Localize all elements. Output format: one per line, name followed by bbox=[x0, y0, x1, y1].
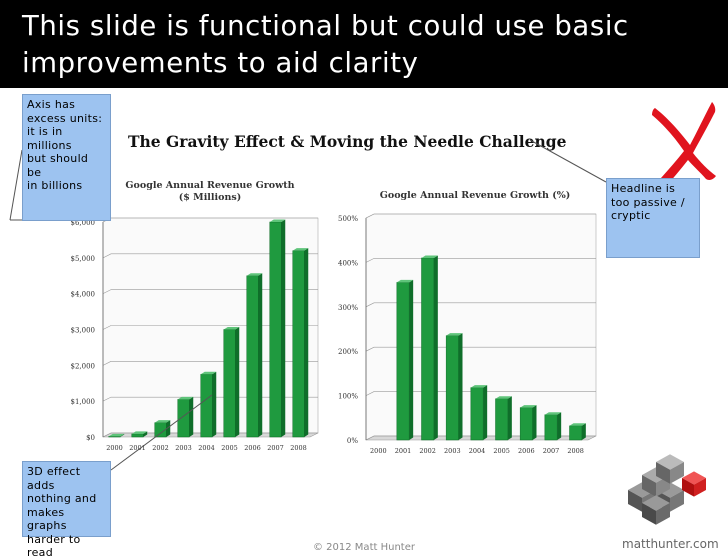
right-chart-xtick-label: 2001 bbox=[395, 447, 412, 455]
left-chart-bar-2004 bbox=[200, 371, 217, 438]
note-headline: Headline is too passive / cryptic bbox=[606, 178, 700, 258]
left-chart-ytick-label: $1,000 bbox=[71, 398, 96, 406]
footer-copyright: © 2012 Matt Hunter bbox=[313, 542, 415, 553]
left-chart-bar-2002 bbox=[154, 420, 171, 438]
right-chart: 0% 100% 200% 300% 400% 500% 2000 2001 2002 2003 20… bbox=[338, 213, 597, 455]
left-chart-ytick-label: $2,000 bbox=[71, 362, 96, 370]
left-chart-xtick-label: 2008 bbox=[290, 444, 307, 452]
right-chart-xtick-label: 2003 bbox=[444, 447, 461, 455]
left-chart-subtitle: ($ Millions) bbox=[178, 192, 242, 203]
slide-headline: The Gravity Effect & Moving the Needle C… bbox=[128, 132, 567, 151]
left-chart-xtick-label: 2006 bbox=[244, 444, 261, 452]
right-chart-gridline bbox=[365, 346, 596, 352]
note-axis-units: Axis has excess units: it is in millions… bbox=[22, 94, 111, 221]
left-chart-ytick-label: $0 bbox=[86, 434, 95, 442]
right-chart-title: Google Annual Revenue Growth (%) bbox=[379, 190, 571, 201]
right-chart-ytick-label: 400% bbox=[338, 259, 358, 267]
right-chart-bar-2002 bbox=[421, 255, 438, 441]
left-chart-title-line1: Google Annual Revenue Growth bbox=[125, 180, 295, 191]
left-chart-bar-2008 bbox=[292, 248, 309, 438]
right-chart-ytick-label: 300% bbox=[338, 304, 358, 312]
right-chart-xtick-label: 2006 bbox=[518, 447, 535, 455]
right-chart-xtick-label: 2004 bbox=[469, 447, 486, 455]
left-chart-ytick-label: $5,000 bbox=[71, 255, 96, 263]
left-chart-xtick-label: 2002 bbox=[152, 444, 169, 452]
left-chart-bar-2005 bbox=[223, 327, 240, 438]
left-chart-bar-2006 bbox=[246, 273, 263, 438]
left-chart-xtick-label: 2000 bbox=[106, 444, 123, 452]
right-chart-gridline bbox=[365, 302, 596, 308]
right-chart-bar-2003 bbox=[445, 333, 463, 441]
cube-logo-icon bbox=[628, 454, 706, 525]
three-d-callout-line bbox=[110, 394, 213, 471]
right-chart-bar-2004 bbox=[470, 385, 488, 441]
right-chart-xtick-label: 2005 bbox=[493, 447, 510, 455]
right-chart-gridline bbox=[365, 391, 596, 396]
right-chart-gridline bbox=[365, 258, 596, 263]
right-chart-bar-2005 bbox=[495, 396, 512, 441]
left-chart-bar-2001 bbox=[131, 431, 148, 438]
left-chart-xtick-label: 2005 bbox=[221, 444, 238, 452]
left-chart-xtick-label: 2007 bbox=[267, 444, 284, 452]
right-chart-xtick-label: 2007 bbox=[543, 447, 560, 455]
right-chart-bar-2007 bbox=[544, 412, 562, 441]
left-chart-ytick-label: $6,000 bbox=[71, 219, 96, 227]
right-chart-bar-2006 bbox=[519, 405, 537, 441]
slide-title: This slide is functional but could use b… bbox=[22, 10, 629, 79]
left-chart-ytick-label: $4,000 bbox=[71, 291, 96, 299]
note-3d-effect: 3D effect adds nothing and makes graphs … bbox=[22, 461, 111, 559]
right-chart-xtick-label: 2008 bbox=[567, 447, 584, 455]
left-chart-xtick-label: 2001 bbox=[129, 444, 146, 452]
right-chart-ytick-label: 100% bbox=[338, 393, 358, 401]
left-chart: $0 $1,000 $2,000 $3,000 $4,000 $5,000 $6,000 20… bbox=[71, 217, 319, 452]
right-chart-ytick-label: 200% bbox=[338, 348, 358, 356]
right-chart-ytick-label: 0% bbox=[347, 437, 358, 445]
left-chart-xtick-label: 2003 bbox=[175, 444, 192, 452]
right-chart-bar-2001 bbox=[396, 279, 414, 441]
right-chart-xtick-label: 2002 bbox=[419, 447, 436, 455]
red-x-mark-icon bbox=[652, 102, 716, 188]
axis-callout-line-2 bbox=[9, 149, 23, 221]
right-chart-ytick-label: 500% bbox=[338, 215, 358, 223]
left-chart-bar-2003 bbox=[177, 396, 194, 438]
right-chart-gridline bbox=[365, 213, 596, 219]
left-chart-ytick-label: $3,000 bbox=[71, 327, 96, 335]
title-bar: This slide is functional but could use b… bbox=[0, 0, 728, 88]
left-chart-bar-2000 bbox=[108, 433, 125, 438]
brand-url: matthunter.com bbox=[622, 537, 719, 551]
left-chart-bar-2007 bbox=[269, 219, 286, 438]
headline-callout-line bbox=[529, 139, 607, 183]
right-chart-bar-2008 bbox=[569, 423, 586, 441]
left-chart-gridline bbox=[102, 253, 318, 259]
left-chart-xtick-label: 2004 bbox=[198, 444, 215, 452]
right-chart-xtick-label: 2000 bbox=[370, 447, 387, 455]
left-chart-title: Google Annual Revenue Growth ($ Millions… bbox=[105, 180, 315, 204]
